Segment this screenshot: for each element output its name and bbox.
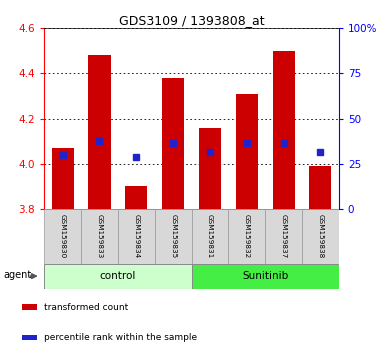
Bar — [52, 148, 74, 209]
Text: GSM159835: GSM159835 — [170, 214, 176, 258]
Title: GDS3109 / 1393808_at: GDS3109 / 1393808_at — [119, 14, 264, 27]
Bar — [192, 209, 228, 264]
Text: GSM159830: GSM159830 — [60, 214, 66, 258]
Bar — [89, 55, 110, 209]
Text: GSM159834: GSM159834 — [133, 214, 139, 258]
Bar — [22, 335, 37, 340]
Text: GSM159831: GSM159831 — [207, 214, 213, 258]
Text: transformed count: transformed count — [44, 303, 128, 312]
Bar — [228, 209, 265, 264]
Bar — [192, 264, 339, 289]
Bar — [44, 264, 192, 289]
Text: percentile rank within the sample: percentile rank within the sample — [44, 333, 197, 342]
Bar — [310, 166, 331, 209]
Bar — [199, 127, 221, 209]
Text: GSM159833: GSM159833 — [97, 214, 102, 258]
Bar — [81, 209, 118, 264]
Bar — [44, 209, 81, 264]
Bar — [125, 186, 147, 209]
Text: agent: agent — [3, 270, 32, 280]
Bar — [118, 209, 155, 264]
Text: GSM159838: GSM159838 — [317, 214, 323, 258]
Bar — [162, 78, 184, 209]
Bar — [302, 209, 339, 264]
Bar — [265, 209, 302, 264]
Text: Sunitinib: Sunitinib — [242, 271, 288, 281]
Bar — [155, 209, 192, 264]
Text: GSM159832: GSM159832 — [244, 214, 250, 258]
Text: control: control — [100, 271, 136, 281]
Bar — [236, 94, 258, 209]
Text: GSM159837: GSM159837 — [281, 214, 286, 258]
Bar — [273, 51, 295, 209]
Bar — [22, 304, 37, 310]
